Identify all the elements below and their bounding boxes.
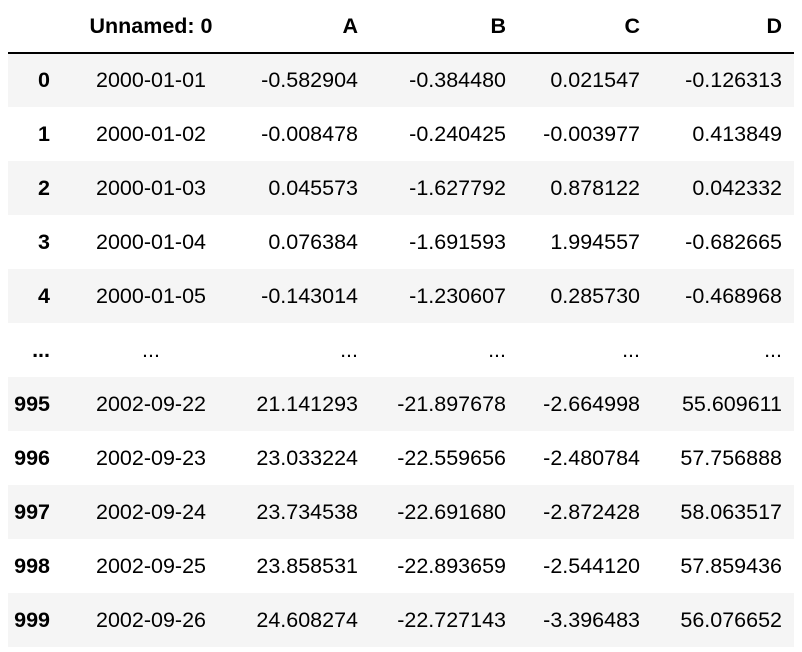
cell-date: 2000-01-05: [96, 283, 206, 308]
row-index: 998: [14, 553, 50, 578]
cell-c: 0.878122: [550, 175, 640, 200]
cell-a: 23.033224: [256, 445, 358, 470]
cell-date: 2002-09-22: [96, 391, 206, 416]
ellipsis-row: ... ... ... ... ... ...: [8, 323, 794, 377]
cell-d: -0.468968: [685, 283, 782, 308]
cell-c: 0.285730: [550, 283, 640, 308]
table-row: 997 2002-09-24 23.734538 -22.691680 -2.8…: [8, 485, 794, 539]
cell-date: 2000-01-02: [96, 121, 206, 146]
cell-date: 2002-09-26: [96, 607, 206, 632]
cell-d: -0.682665: [685, 229, 782, 254]
cell-a: 23.734538: [256, 499, 358, 524]
cell-b: -21.897678: [397, 391, 506, 416]
cell-c: -2.544120: [543, 553, 640, 578]
cell-b: ...: [488, 337, 506, 362]
cell-d: -0.126313: [685, 68, 782, 92]
cell-a: 0.045573: [268, 175, 358, 200]
cell-d: 55.609611: [681, 391, 782, 416]
cell-c: -0.003977: [543, 121, 640, 146]
cell-date: 2000-01-04: [96, 229, 206, 254]
column-header-unnamed-0: Unnamed: 0: [70, 0, 232, 54]
cell-b: -22.559656: [397, 445, 506, 470]
cell-a: ...: [340, 337, 358, 362]
table-row: 996 2002-09-23 23.033224 -22.559656 -2.4…: [8, 431, 794, 485]
cell-d: 0.413849: [692, 121, 782, 146]
cell-b: -1.230607: [409, 283, 506, 308]
cell-a: 0.076384: [268, 229, 358, 254]
row-index: ...: [32, 337, 50, 362]
cell-d: 57.859436: [680, 553, 782, 578]
table-row: 1 2000-01-02 -0.008478 -0.240425 -0.0039…: [8, 107, 794, 161]
cell-b: -22.893659: [397, 553, 506, 578]
cell-d: 58.063517: [680, 499, 782, 524]
cell-a: 21.141293: [256, 391, 358, 416]
cell-a: 24.608274: [256, 607, 358, 632]
cell-a: 23.858531: [256, 553, 358, 578]
row-index: 3: [38, 229, 50, 254]
column-header-b: B: [370, 0, 518, 54]
table-row: 998 2002-09-25 23.858531 -22.893659 -2.5…: [8, 539, 794, 593]
row-index: 4: [38, 283, 50, 308]
cell-c: ...: [622, 337, 640, 362]
row-index: 1: [38, 121, 50, 146]
table-row: 3 2000-01-04 0.076384 -1.691593 1.994557…: [8, 215, 794, 269]
cell-c: -2.480784: [543, 445, 640, 470]
cell-b: -0.384480: [409, 68, 506, 92]
column-header-d: D: [652, 0, 794, 54]
table-row: 4 2000-01-05 -0.143014 -1.230607 0.28573…: [8, 269, 794, 323]
column-header-c: C: [518, 0, 652, 54]
cell-date: 2000-01-01: [96, 68, 206, 92]
cell-a: -0.008478: [261, 121, 358, 146]
cell-b: -22.691680: [397, 499, 506, 524]
header-row: Unnamed: 0 A B C D: [8, 0, 794, 54]
table-row: 999 2002-09-26 24.608274 -22.727143 -3.3…: [8, 593, 794, 647]
row-index: 996: [14, 445, 50, 470]
cell-c: 1.994557: [550, 229, 640, 254]
row-index: 999: [14, 607, 50, 632]
cell-c: -2.872428: [543, 499, 640, 524]
cell-date: 2000-01-03: [96, 175, 206, 200]
cell-b: -22.727143: [397, 607, 506, 632]
cell-b: -0.240425: [409, 121, 506, 146]
cell-c: -3.396483: [543, 607, 640, 632]
cell-b: -1.627792: [409, 175, 506, 200]
cell-d: 0.042332: [692, 175, 782, 200]
cell-date: 2002-09-24: [96, 499, 206, 524]
dataframe-table: Unnamed: 0 A B C D 0 2000-01-01 -0.58290…: [8, 0, 794, 647]
table-row: 2 2000-01-03 0.045573 -1.627792 0.878122…: [8, 161, 794, 215]
cell-b: -1.691593: [409, 229, 506, 254]
cell-date: 2002-09-23: [96, 445, 206, 470]
row-index: 997: [14, 499, 50, 524]
cell-a: -0.582904: [261, 68, 358, 92]
table-row: 0 2000-01-01 -0.582904 -0.384480 0.02154…: [8, 53, 794, 107]
cell-a: -0.143014: [261, 283, 358, 308]
row-index: 0: [38, 68, 50, 92]
cell-c: 0.021547: [550, 68, 640, 92]
cell-date: 2002-09-25: [96, 553, 206, 578]
table-row: 995 2002-09-22 21.141293 -21.897678 -2.6…: [8, 377, 794, 431]
cell-c: -2.664998: [543, 391, 640, 416]
row-index: 995: [14, 391, 50, 416]
cell-date: ...: [142, 337, 160, 362]
column-header-a: A: [232, 0, 370, 54]
index-header: [8, 0, 70, 54]
cell-d: 57.756888: [680, 445, 782, 470]
row-index: 2: [38, 175, 50, 200]
cell-d: 56.076652: [680, 607, 782, 632]
cell-d: ...: [764, 337, 782, 362]
